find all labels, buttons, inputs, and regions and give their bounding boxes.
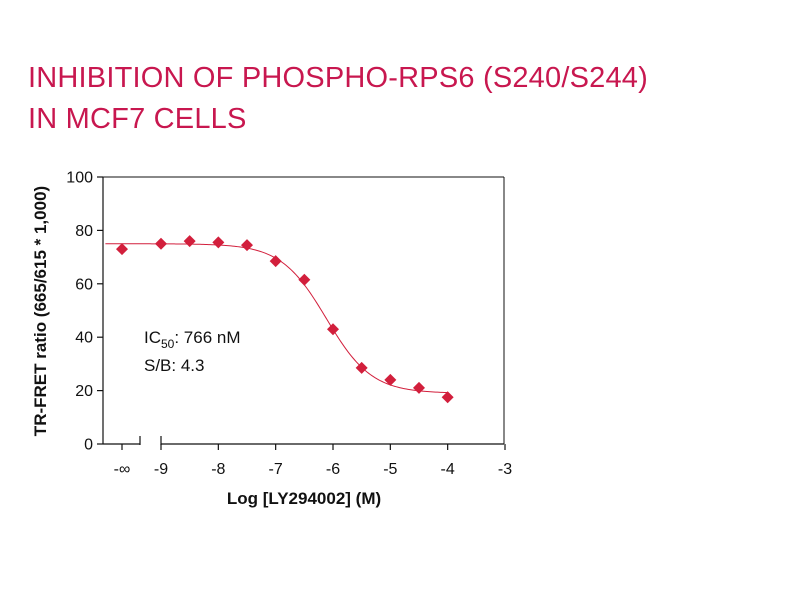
y-tick-label: 60 <box>75 276 93 293</box>
y-tick-label: 20 <box>75 383 93 400</box>
data-point <box>269 255 282 268</box>
data-point <box>155 237 167 250</box>
chart-title-line-2: IN MCF7 CELLS <box>28 103 247 135</box>
chart-title: INHIBITION OF PHOSPHO-RPS6 (S240/S244) I… <box>28 58 648 140</box>
data-point <box>298 273 311 286</box>
x-tick-label: -7 <box>269 461 283 478</box>
y-tick-label: 80 <box>75 223 93 240</box>
ic50-subscript: 50 <box>161 337 175 351</box>
data-point <box>384 373 397 386</box>
y-axis-title: TR-FRET ratio (665/615 * 1,000) <box>31 186 50 436</box>
data-point <box>183 235 196 248</box>
data-point <box>327 323 339 336</box>
chart-title-line-1: INHIBITION OF PHOSPHO-RPS6 (S240/S244) <box>28 62 648 94</box>
x-tick-label: -8 <box>211 461 225 478</box>
x-tick-label: -3 <box>498 461 512 478</box>
x-tick-label: -4 <box>441 461 455 478</box>
data-point <box>413 381 425 394</box>
axes <box>97 176 506 450</box>
data-point <box>355 361 368 374</box>
y-tick-label: 100 <box>66 170 93 187</box>
sb-annotation: S/B: 4.3 <box>144 356 204 375</box>
ic50-annotation: IC50: 766 nM <box>144 328 241 351</box>
data-point <box>441 391 454 404</box>
x-tick-label: -9 <box>154 461 168 478</box>
data-point <box>116 243 128 256</box>
data-points-layer <box>116 235 454 404</box>
x-tick-label: -5 <box>383 461 397 478</box>
y-tick-label: 40 <box>75 330 93 347</box>
data-point <box>212 236 225 249</box>
x-axis-title: Log [LY294002] (M) <box>227 489 381 508</box>
x-tick-label: -6 <box>326 461 340 478</box>
y-tick-label: 0 <box>84 437 93 454</box>
x-tick-label: -∞ <box>114 461 131 478</box>
tick-labels: 0 20 40 60 80 100 -∞ -9 -8 -7 -6 -5 -4 -3 <box>66 170 512 479</box>
ic50-prefix: IC <box>144 328 161 347</box>
ic50-value: : 766 nM <box>174 328 240 347</box>
data-point <box>241 239 253 252</box>
